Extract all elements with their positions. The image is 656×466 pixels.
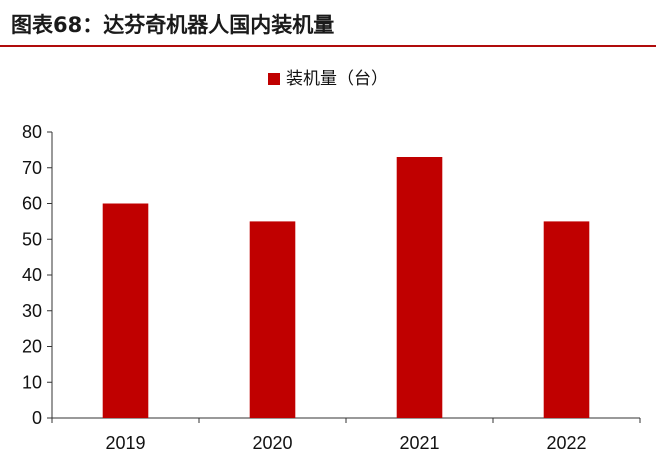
y-tick-label: 0 [32,408,42,428]
x-tick-label: 2019 [105,433,145,453]
x-tick-label: 2020 [252,433,292,453]
bar [249,221,296,418]
y-tick-label: 50 [22,229,42,249]
x-tick-label: 2021 [399,433,439,453]
bar [396,157,443,418]
y-tick-label: 80 [22,122,42,142]
legend-label: 装机量（台） [286,69,388,89]
chart-legend: 装机量（台） [0,64,656,89]
y-tick-label: 40 [22,265,42,285]
y-tick-label: 20 [22,337,42,357]
y-tick-label: 70 [22,158,42,178]
x-tick-label: 2022 [546,433,586,453]
y-tick-label: 30 [22,301,42,321]
figure-title: 图表68：达芬奇机器人国内装机量 [11,13,335,37]
legend-swatch [268,73,280,85]
title-divider [0,45,656,47]
bar [543,221,590,418]
y-tick-label: 60 [22,194,42,214]
y-tick-label: 10 [22,372,42,392]
bar [102,203,149,418]
